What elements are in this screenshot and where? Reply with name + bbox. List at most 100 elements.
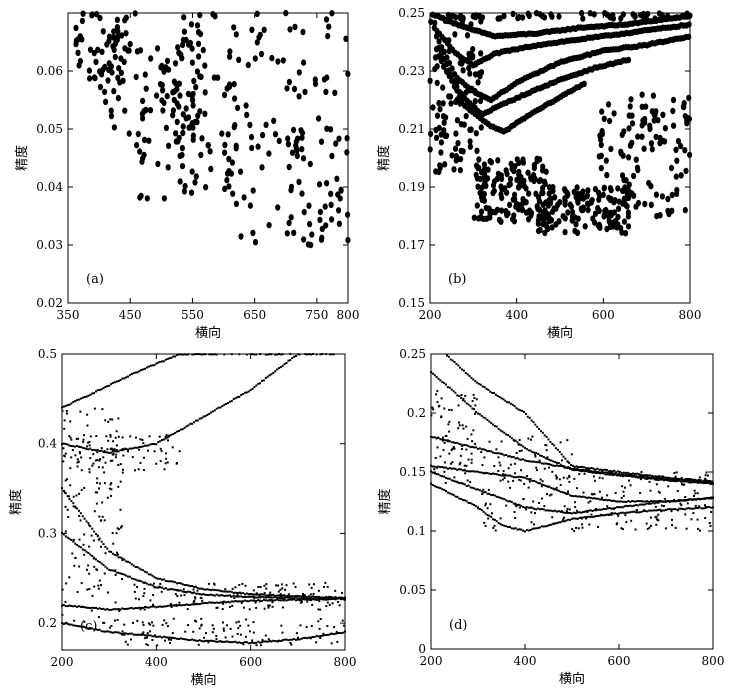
data-point [629,500,632,503]
data-point [291,85,298,93]
data-point [456,441,459,444]
data-point [159,440,162,443]
data-point [76,605,79,608]
data-point [62,623,65,625]
data-point [271,605,274,608]
data-point [281,353,284,356]
data-point [259,644,262,647]
data-point [549,224,555,231]
data-point [439,466,442,469]
data-point [431,406,434,409]
data-point [577,466,580,469]
data-point [503,474,506,477]
data-point [318,627,321,630]
x-tick-label: 200 [420,654,443,668]
data-point [543,434,546,437]
data-point [477,97,484,105]
data-point [646,476,649,479]
data-point [519,479,522,482]
data-point [641,145,647,152]
data-point [593,497,596,500]
data-point [509,463,512,466]
data-point [311,595,314,598]
data-point [62,447,65,450]
data-point [196,419,199,422]
data-point [83,447,86,450]
data-point [124,640,127,643]
data-point [236,595,239,598]
data-point [179,582,182,585]
data-point [655,501,658,504]
data-point [108,107,114,114]
data-point [116,618,119,621]
data-point [550,208,556,215]
data-point [452,441,455,444]
data-point [282,606,284,609]
data-point [296,93,302,100]
data-point [76,465,79,468]
data-point [452,390,455,393]
data-point [93,565,96,568]
data-point [644,510,647,512]
data-point [266,221,272,229]
data-point [612,508,615,510]
data-point [285,595,288,598]
data-point [554,509,557,512]
data-point [689,481,692,484]
data-point [237,168,244,175]
data-point [582,495,585,498]
data-point [484,502,487,505]
data-point [98,389,101,391]
data-point [589,496,592,499]
data-point [100,449,103,452]
data-point [512,502,515,505]
data-point [262,379,265,382]
data-point [191,77,197,85]
data-point [115,608,118,611]
data-point [245,595,248,598]
data-point [452,31,458,38]
data-point [97,68,103,75]
data-point [83,434,85,437]
data-point [556,489,558,492]
data-point [110,631,113,634]
data-point [232,95,238,102]
data-point [299,624,302,627]
data-point [72,605,75,608]
data-point [493,465,496,467]
data-point [530,419,533,422]
data-point [574,229,581,236]
data-point [208,601,211,604]
data-point [543,505,546,508]
data-point [524,413,527,415]
data-point [663,500,666,503]
data-point [648,476,651,479]
data-point [445,439,447,442]
data-point [170,587,173,590]
data-point [164,437,167,440]
data-point [75,437,78,440]
data-point [207,641,210,644]
data-point [614,472,617,475]
data-point [68,623,71,626]
data-point [328,598,331,601]
data-point [673,146,679,153]
data-point [155,443,158,446]
data-point [484,417,487,420]
data-point [91,594,94,597]
data-point [472,378,475,381]
data-point [344,630,346,633]
data-point [74,506,77,509]
data-point [219,589,222,592]
data-point [245,61,251,69]
data-point [61,588,64,591]
data-point [704,517,707,519]
data-point [458,482,461,484]
data-point [249,353,252,356]
data-point [495,157,501,164]
data-point [266,596,269,599]
data-point [267,606,270,609]
data-point [671,524,673,527]
data-point [661,478,664,481]
data-point [285,638,288,641]
